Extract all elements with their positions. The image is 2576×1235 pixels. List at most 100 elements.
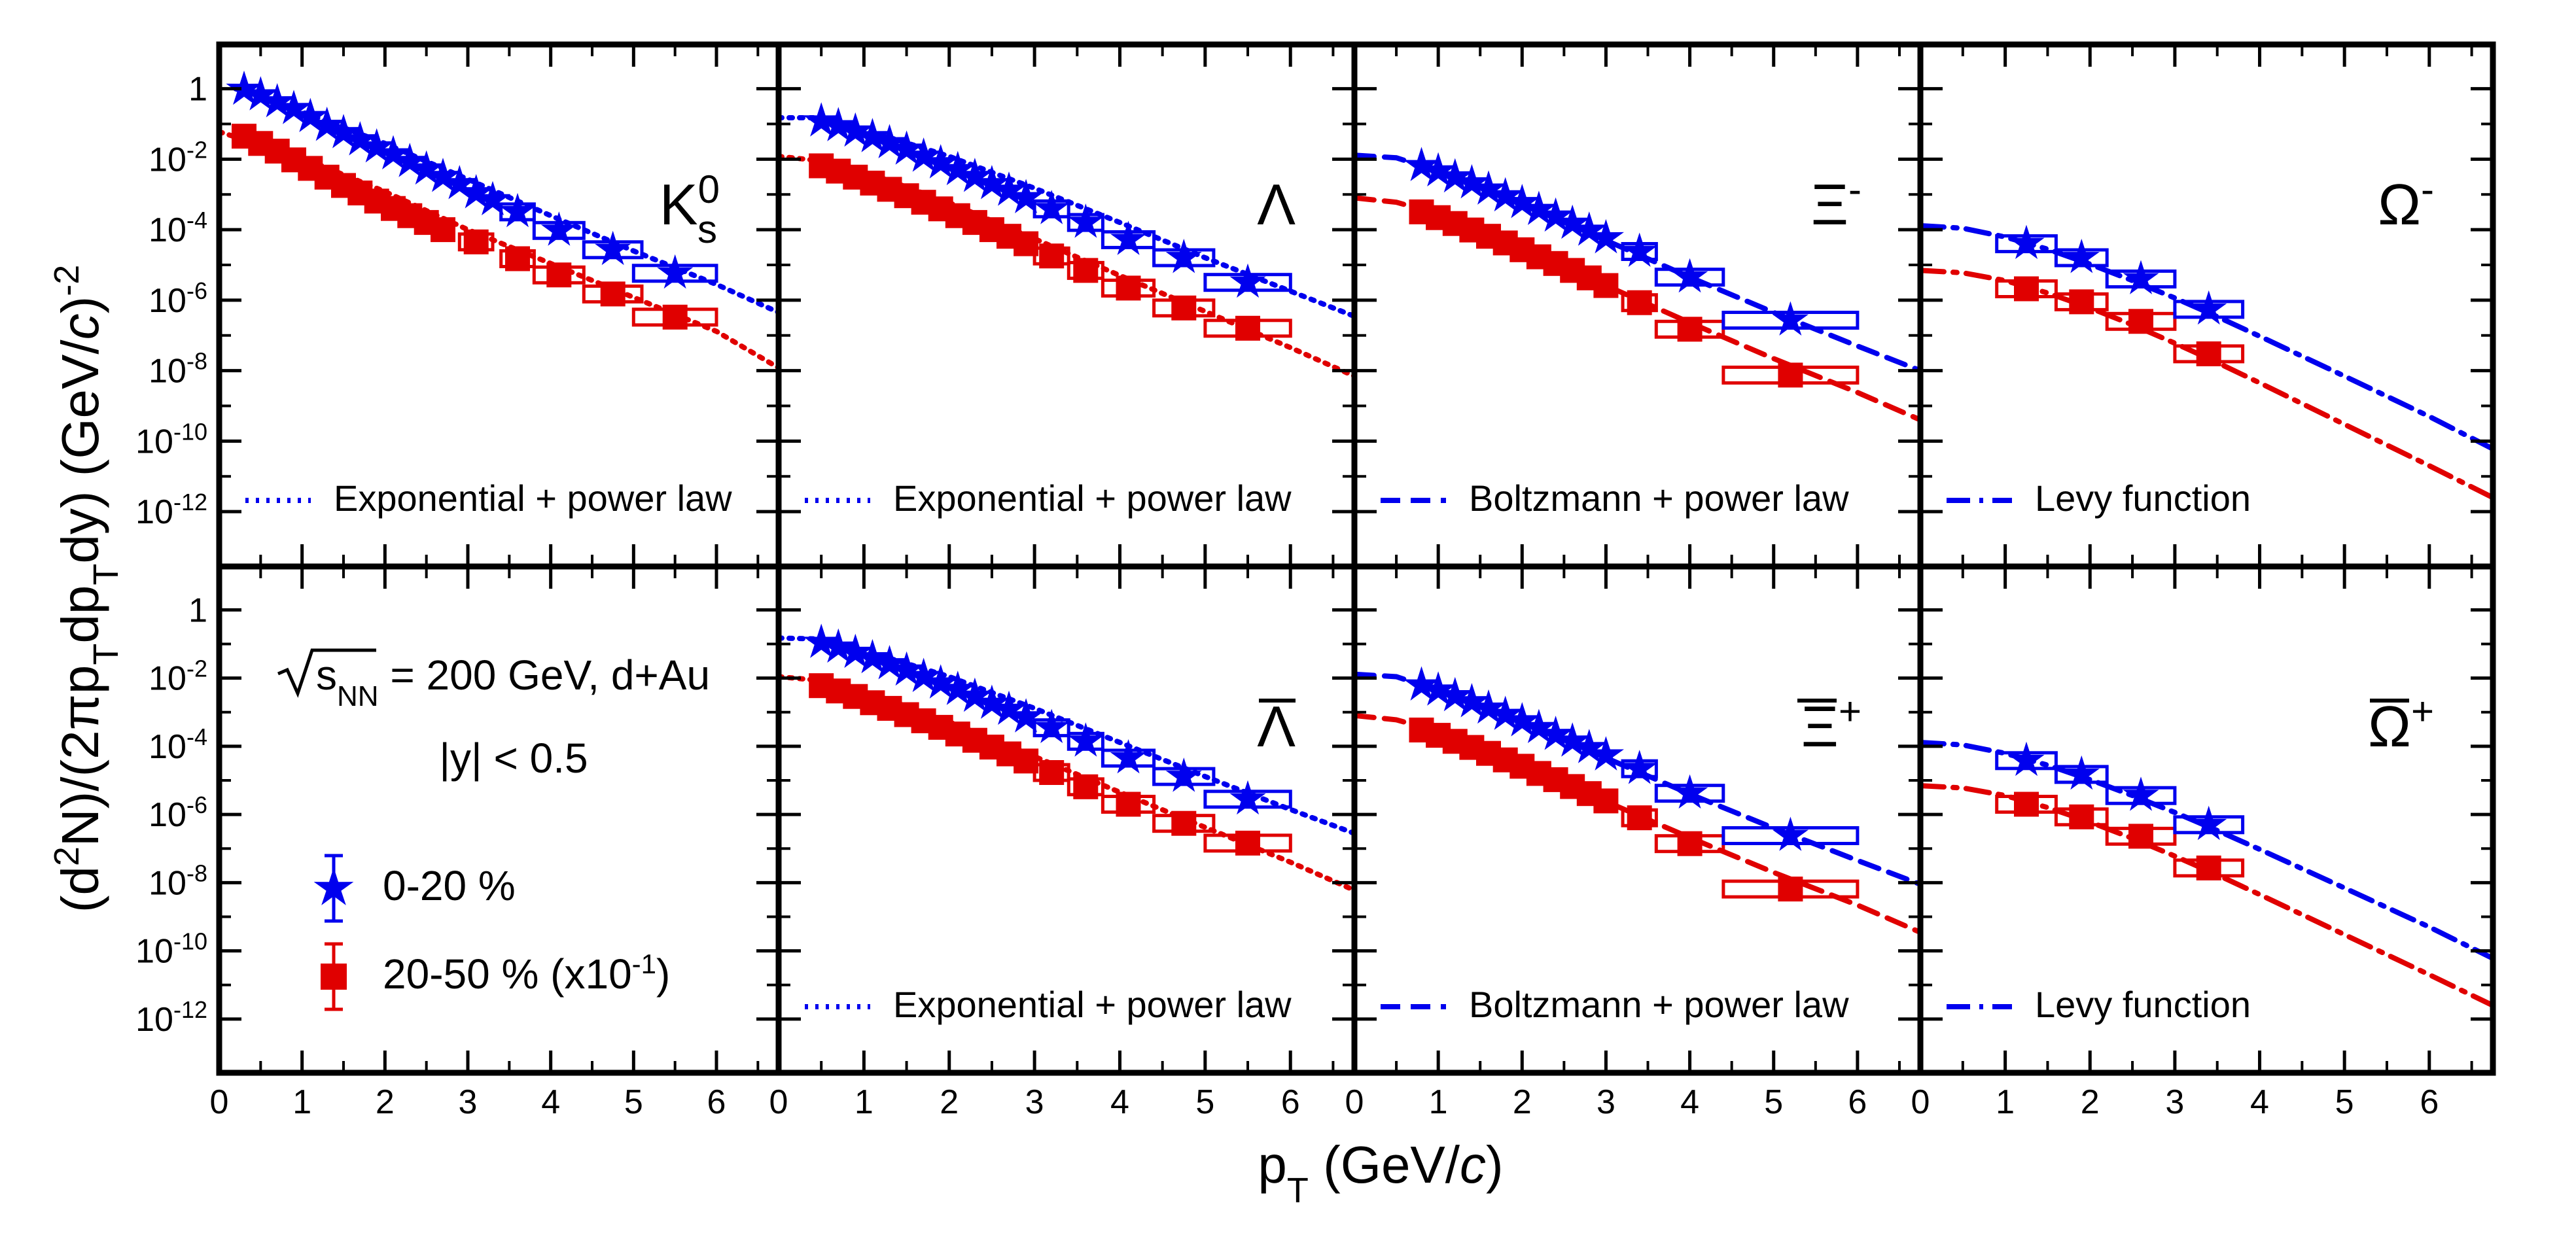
- rapidity-label: |y| < 0.5: [439, 735, 588, 782]
- fit-curve-red: [1354, 195, 1920, 423]
- series-0-20-point-5: [889, 651, 925, 686]
- series-0-20-point-10: [974, 684, 1010, 719]
- series-20-50-point-14: [505, 246, 530, 271]
- series-0-20-point-9: [957, 677, 993, 712]
- y-tick-label-exp: -6: [186, 277, 207, 304]
- panel-Lambda: Λ Exponential + power law: [777, 44, 1354, 566]
- particle-symbol: Λ: [1257, 694, 1296, 759]
- series-0-20-point-3: [854, 118, 891, 152]
- series-20-50-point-2: [2128, 824, 2153, 849]
- panel-plot-area: [1920, 740, 2493, 1009]
- x-tick-label: 1: [855, 1083, 873, 1121]
- series-20-50-point-14: [1778, 877, 1803, 902]
- series-0-20-point-6: [906, 657, 942, 692]
- x-axis-title: pT (GeV/c): [1258, 1136, 1503, 1210]
- series-0-20-point-4: [292, 97, 328, 132]
- x-tick-label: 4: [541, 1083, 560, 1121]
- fit-curve-blue: [1354, 152, 1920, 374]
- x-tick-label: 3: [2165, 1083, 2184, 1121]
- panel-plot-area: [219, 70, 779, 371]
- series-0-20-point-7: [923, 664, 959, 699]
- fit-legend-label: Levy function: [2035, 984, 2251, 1025]
- series-0-20-point-2: [2123, 776, 2159, 811]
- series-20-50-point-13: [1677, 317, 1703, 342]
- series-0-20-point-7: [1521, 190, 1557, 225]
- panel-plot-area: [779, 102, 1354, 379]
- series-20-50-point-2: [2128, 309, 2153, 334]
- series-20-50-point-16: [1171, 810, 1197, 836]
- series-0-20-point-4: [1470, 689, 1507, 724]
- series-0-20-point-8: [1538, 716, 1574, 750]
- y-tick-label-base: 10: [135, 493, 173, 531]
- series-20-50-point-12: [431, 217, 455, 243]
- particle-label: Ω-: [2378, 167, 2434, 237]
- series-20-50-point-13: [1039, 760, 1065, 785]
- series-0-20-point-0: [1403, 666, 1440, 701]
- series-0-20-point-2: [837, 112, 873, 147]
- series-0-20-point-16: [499, 192, 536, 228]
- series-0-20-point-2: [1437, 158, 1473, 193]
- energy-label: sNN = 200 GeV, d+Au: [316, 652, 710, 712]
- series-0-20-point-8: [1538, 197, 1574, 232]
- fit-legend-label: Boltzmann + power law: [1469, 984, 1849, 1025]
- series-0-20-point-13: [1033, 190, 1070, 224]
- fit-legend-label: Exponential + power law: [893, 478, 1292, 519]
- series-0-20-point-13: [1672, 258, 1708, 293]
- series-0-20-point-1: [2063, 239, 2100, 273]
- y-tick-label-exp: -8: [186, 347, 207, 374]
- x-tick-label: 5: [1764, 1083, 1783, 1121]
- series-0-20-point-13: [1033, 708, 1070, 743]
- y-tick-label-base: 10: [149, 211, 186, 249]
- panel-plot-area: [1920, 223, 2493, 500]
- y-tick-label: 10-8: [149, 860, 207, 903]
- series-0-20-point-13: [441, 165, 478, 200]
- series-0-20-point-11: [1587, 736, 1624, 771]
- series-0-20-point-1: [820, 107, 856, 141]
- series-0-20-point-15: [1110, 220, 1147, 255]
- series-0-20-point-0: [226, 70, 262, 105]
- particle-charge: +: [1839, 689, 1861, 733]
- series-0-20-point-9: [957, 158, 993, 192]
- series-0-20-point-11: [408, 150, 445, 185]
- x-tick-label: 4: [1110, 1083, 1129, 1121]
- x-tick-label: 3: [1597, 1083, 1615, 1121]
- x-tick-label: 2: [376, 1083, 395, 1121]
- series-0-20-point-9: [1554, 722, 1591, 757]
- series-0-20-point-13: [1672, 774, 1708, 809]
- particle-label: Λ: [1257, 172, 1296, 237]
- y-tick-label-exp: -2: [186, 136, 207, 163]
- fit-curve-blue: [1920, 740, 2493, 962]
- y-tick-label: 10-6: [149, 277, 207, 320]
- x-tick-label: 0: [769, 1083, 788, 1121]
- series-0-20-point-2: [259, 83, 296, 118]
- series-0-20-point-14: [458, 174, 495, 209]
- series-0-20-point-11: [1587, 218, 1624, 254]
- series-20-50-point-17: [662, 304, 688, 330]
- series-0-20-point-12: [1008, 698, 1044, 733]
- series-0-20-point-1: [1420, 152, 1456, 186]
- energy-sub: NN: [337, 680, 379, 712]
- series-20-50-point-16: [600, 281, 626, 307]
- series-20-50-point-14: [1073, 774, 1099, 799]
- particle-charge: -: [1848, 167, 1861, 211]
- series-0-20-point-14: [1772, 816, 1808, 851]
- series-0-20-point-9: [375, 135, 412, 169]
- series-0-20-point-4: [871, 645, 908, 680]
- series-0-20-point-5: [1487, 695, 1524, 730]
- series-0-20-point-0: [1403, 147, 1440, 181]
- x-tick-label: 0: [1345, 1083, 1364, 1121]
- series-0-20-point-1: [1420, 671, 1456, 706]
- legend-marker-star: [313, 867, 354, 905]
- series-0-20-point-6: [1504, 184, 1540, 218]
- x-tick-label: 1: [292, 1083, 311, 1121]
- series-0-20-point-3: [1453, 164, 1490, 199]
- y-tick-label: 10-2: [149, 655, 207, 698]
- series-0-20-point-1: [820, 628, 856, 663]
- panel-plot-area: [1354, 666, 1920, 935]
- y-tick-label-base: 10: [149, 353, 186, 391]
- panel-plot-area: [1354, 147, 1920, 423]
- series-0-20-point-10: [391, 143, 428, 177]
- y-axis-title: (d2N)/(2πpTdpTdy) (GeV/c)-2: [47, 265, 126, 913]
- series-0-20-point-17: [540, 211, 577, 246]
